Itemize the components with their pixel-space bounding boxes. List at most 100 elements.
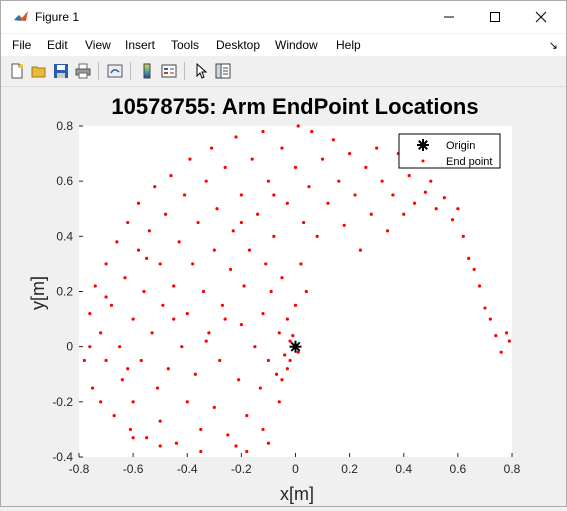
end-point-marker (109, 303, 114, 307)
menu-edit[interactable]: Edit (47, 38, 68, 52)
link-plot-button[interactable] (105, 61, 125, 81)
end-point-marker (153, 185, 157, 189)
menu-file[interactable]: File (12, 38, 32, 52)
end-point-marker (142, 289, 146, 294)
end-point-marker (266, 441, 271, 445)
close-button[interactable] (518, 1, 564, 33)
end-point-marker (210, 146, 214, 150)
x-axis-label: x[m] (280, 484, 314, 504)
figure-canvas[interactable]: 10578755: Arm EndPoint Locations -0.8 -0.… (2, 87, 566, 506)
end-point-marker (261, 129, 265, 134)
menu-desktop[interactable]: Desktop (216, 38, 261, 52)
scatter-plot[interactable]: 10578755: Arm EndPoint Locations -0.8 -0.… (2, 87, 566, 506)
end-point-marker (234, 444, 238, 448)
end-point-marker (247, 248, 252, 252)
minimize-button[interactable] (426, 1, 472, 33)
end-point-marker (299, 262, 303, 266)
end-point-marker (274, 372, 279, 376)
print-icon (75, 63, 91, 79)
end-point-marker (337, 179, 341, 183)
edit-plot-button[interactable] (191, 61, 211, 81)
end-point-marker (172, 317, 176, 321)
legend[interactable]: Origin End point (398, 133, 501, 169)
save-button[interactable] (51, 61, 71, 81)
end-point-marker (245, 449, 249, 454)
end-point-marker (402, 212, 406, 216)
open-file-button[interactable] (29, 61, 49, 81)
end-point-marker (450, 218, 455, 222)
asterisk-stroke (418, 140, 428, 150)
legend-endpoint-label: End point (446, 156, 492, 168)
end-point-marker (199, 449, 203, 454)
end-point-marker (266, 358, 271, 363)
menu-view[interactable]: View (85, 38, 111, 52)
end-point-marker (93, 284, 97, 288)
end-point-marker (169, 174, 173, 178)
end-point-marker (456, 207, 460, 211)
end-point-marker (380, 179, 384, 183)
end-point-marker (302, 220, 306, 225)
end-point-marker (310, 129, 314, 134)
y-tick-label: 0.4 (56, 229, 73, 243)
end-point-marker (407, 174, 411, 178)
menu-help[interactable]: Help (336, 38, 361, 52)
insert-legend-button[interactable] (159, 61, 179, 81)
property-inspector-button[interactable] (213, 61, 233, 81)
end-point-marker (145, 436, 149, 440)
insert-colorbar-button[interactable] (137, 61, 157, 81)
menu-window[interactable]: Window (275, 38, 318, 52)
end-point-marker (277, 400, 281, 404)
end-point-marker (161, 303, 165, 307)
end-point-marker (128, 427, 133, 432)
end-point-marker (442, 196, 446, 200)
end-point-marker (193, 372, 197, 376)
end-point-marker (155, 386, 160, 390)
end-point-marker (201, 289, 206, 294)
end-point-marker (272, 234, 276, 238)
end-point-marker (477, 284, 482, 288)
end-point-marker (174, 441, 179, 445)
end-point-marker (99, 400, 103, 404)
maximize-button[interactable] (472, 1, 518, 33)
end-point-marker (331, 138, 335, 142)
end-point-marker (461, 234, 465, 238)
x-tick-label: 0 (292, 462, 299, 476)
end-point-marker (277, 331, 281, 335)
menu-tools[interactable]: Tools (171, 38, 200, 52)
end-point-marker (126, 220, 130, 225)
end-point-marker (185, 400, 189, 404)
end-point-marker (472, 267, 476, 272)
end-point-marker (204, 179, 208, 183)
x-tick-label: 0.2 (341, 462, 358, 476)
title-bar[interactable]: Figure 1 (1, 1, 566, 33)
menu-insert[interactable]: Insert (125, 38, 156, 52)
axes-area[interactable] (79, 126, 512, 457)
end-point-marker (136, 248, 141, 252)
end-point-marker (391, 193, 395, 197)
end-point-marker (158, 262, 162, 266)
end-point-marker (150, 331, 154, 335)
end-point-marker (291, 334, 295, 338)
y-axis-label: y[m] (28, 276, 48, 310)
end-point-marker (131, 436, 135, 440)
x-tick-label: -0.2 (231, 462, 252, 476)
dock-arrow-icon[interactable]: ↘ (548, 40, 558, 52)
end-point-marker (285, 367, 289, 371)
print-button[interactable] (73, 61, 93, 81)
save-icon (54, 64, 68, 78)
maximize-icon (490, 12, 500, 22)
end-point-marker (196, 220, 200, 225)
legend-origin-label: Origin (446, 140, 475, 152)
end-point-marker (223, 165, 227, 169)
end-point-marker (99, 331, 103, 335)
end-point-marker (326, 201, 330, 205)
end-point-marker (220, 303, 225, 307)
toolbar (1, 58, 566, 87)
end-point-marker (239, 323, 243, 327)
new-figure-button[interactable] (7, 61, 27, 81)
end-point-marker (293, 303, 298, 307)
y-tick-label: 0.8 (56, 119, 73, 133)
menu-bar: File Edit View Insert Tools Desktop Wind… (1, 34, 566, 56)
end-point-marker (177, 240, 181, 244)
end-point-marker (199, 427, 203, 432)
